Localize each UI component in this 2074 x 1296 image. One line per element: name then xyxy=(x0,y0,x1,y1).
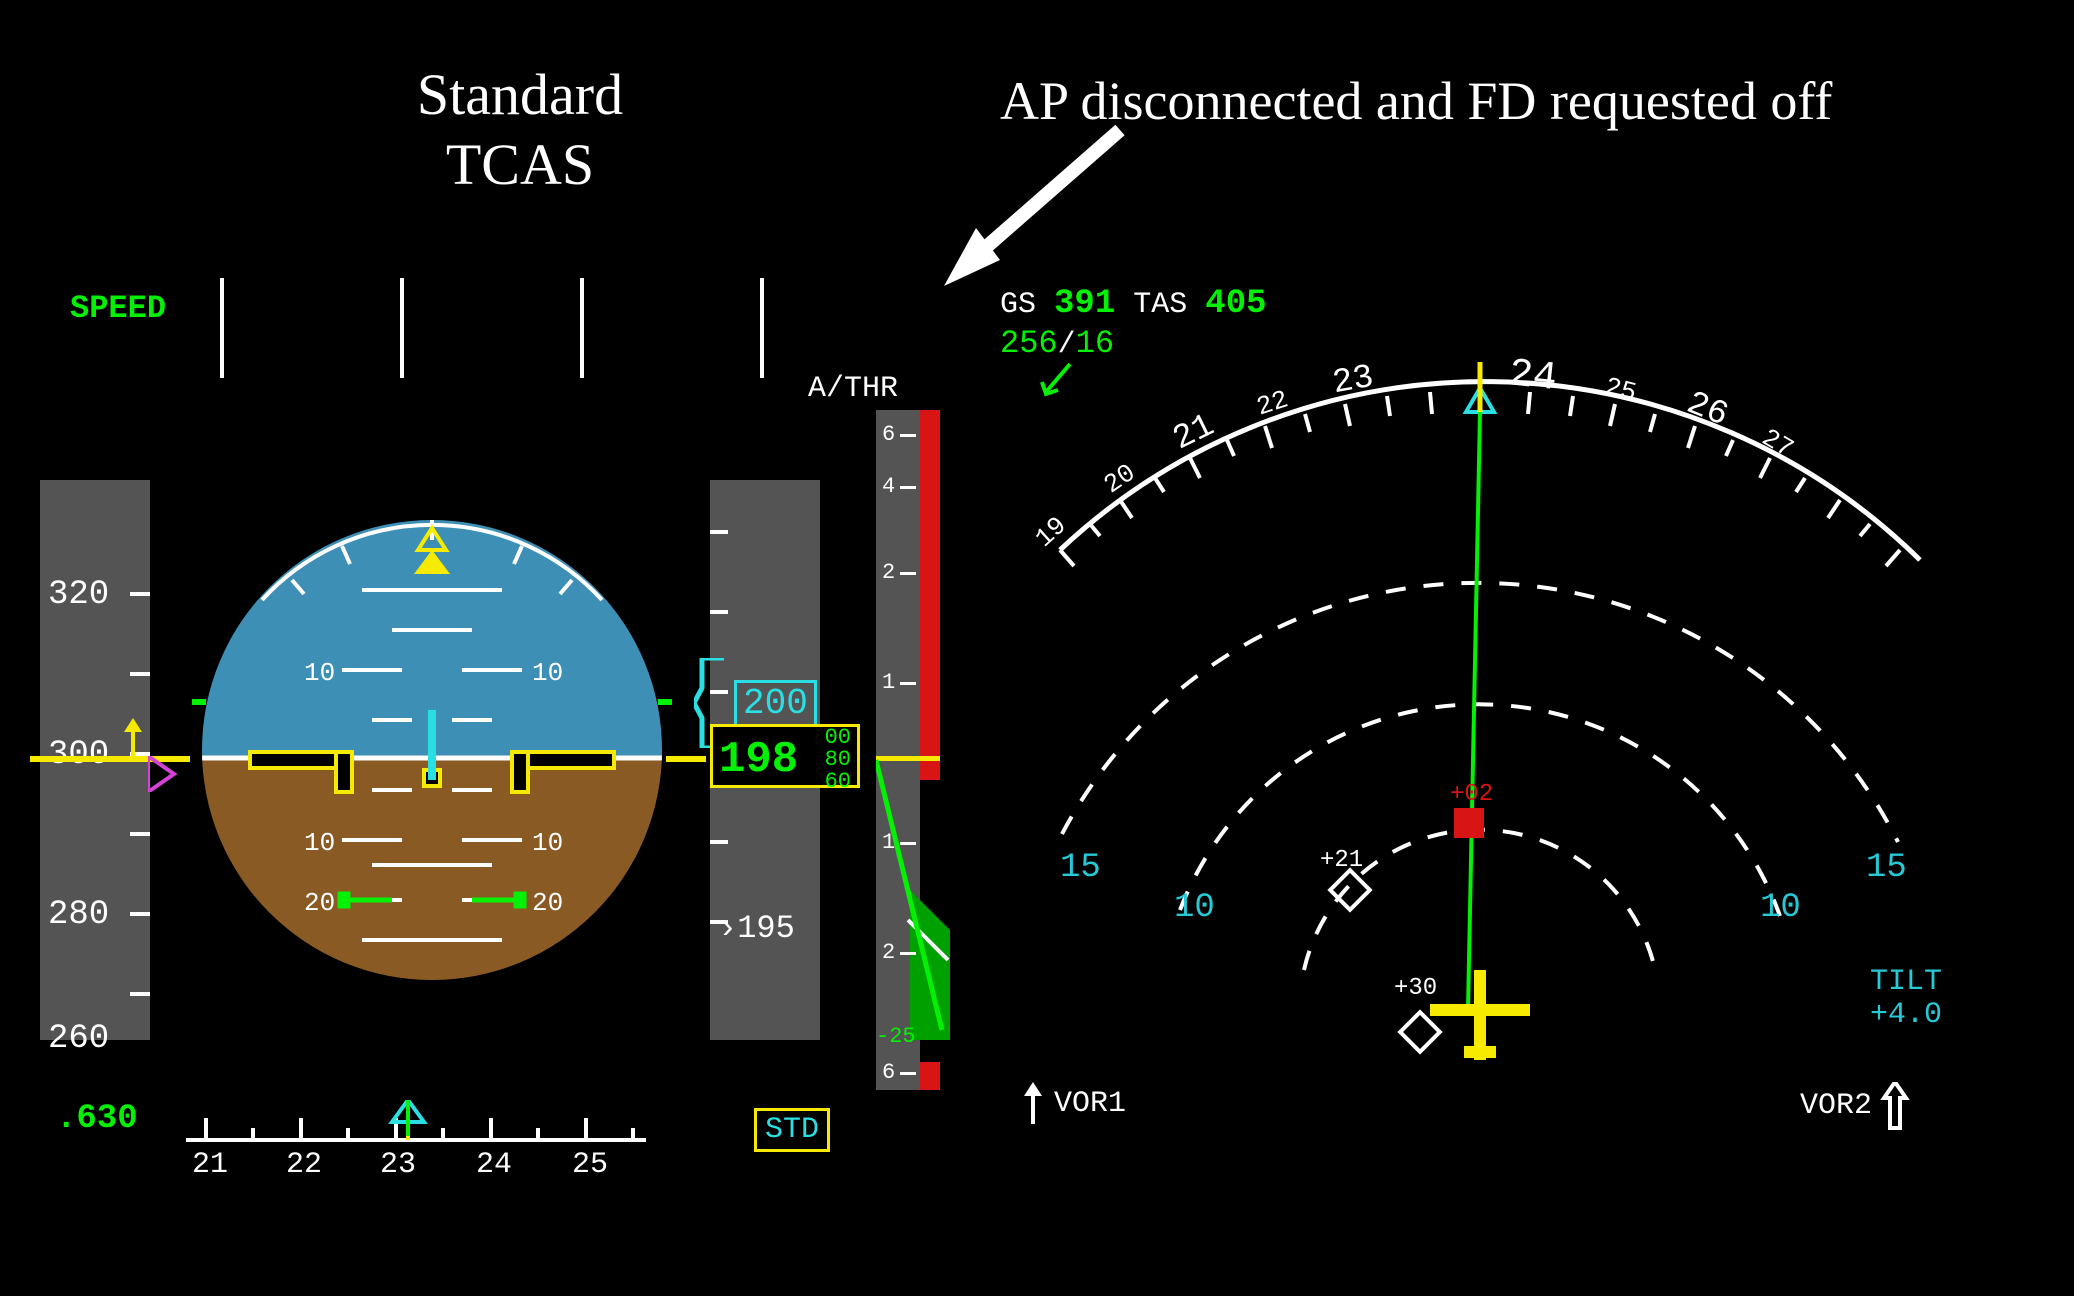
horizon-extension xyxy=(666,756,706,762)
nd-gs-value: 391 xyxy=(1054,285,1115,323)
fma-athr-label: A/THR xyxy=(808,372,898,406)
speed-tick-300: 300 xyxy=(48,736,109,774)
speed-trend-arrow-icon xyxy=(118,718,148,758)
vor2-arrow-icon xyxy=(1880,1082,1910,1130)
fma-dividers xyxy=(220,278,840,378)
attitude-indicator: 10 10 10 10 20 20 xyxy=(192,470,672,1010)
svg-text:10: 10 xyxy=(532,658,563,688)
svg-text:20: 20 xyxy=(304,888,335,918)
svg-text:27: 27 xyxy=(1757,423,1799,465)
speed-tick-260: 260 xyxy=(48,1020,109,1058)
heading-strip: 21 22 23 24 25 xyxy=(186,1100,646,1180)
nd-tilt-value: +4.0 xyxy=(1870,999,1942,1032)
alt-std-label: STD xyxy=(754,1108,830,1152)
nd-gs-label: GS xyxy=(1000,288,1036,322)
svg-text:+30: +30 xyxy=(1394,975,1437,1002)
svg-text:10: 10 xyxy=(532,828,563,858)
alt-tick xyxy=(710,840,728,844)
svg-text:20: 20 xyxy=(532,888,563,918)
nd-vor1: VOR1 xyxy=(1020,1082,1126,1126)
vor1-arrow-icon xyxy=(1020,1082,1046,1126)
title-left-line1: Standard xyxy=(260,60,780,130)
svg-text:25: 25 xyxy=(572,1148,608,1180)
svg-text:10: 10 xyxy=(1760,889,1801,927)
svg-text:10: 10 xyxy=(304,828,335,858)
svg-text:23: 23 xyxy=(380,1148,416,1180)
svg-text:+21: +21 xyxy=(1320,847,1363,874)
speed-tick-mark xyxy=(130,592,150,596)
vsi-red-band2 xyxy=(920,1062,940,1090)
speed-tick-mark xyxy=(130,832,150,836)
alt-tick xyxy=(710,610,728,614)
svg-text:21: 21 xyxy=(1167,407,1220,459)
svg-text:24: 24 xyxy=(476,1148,512,1180)
nd-compass: 19 20 21 22 23 24 25 26 27 15 10 15 10 xyxy=(990,350,1990,1110)
callout-arrow-icon xyxy=(920,120,1140,300)
speed-tick-mark xyxy=(130,912,150,916)
speed-tick-280: 280 xyxy=(48,896,109,934)
svg-text:20: 20 xyxy=(1098,458,1141,500)
svg-text:+02: +02 xyxy=(1450,781,1493,808)
nd-vor2: VOR2 xyxy=(1800,1082,1910,1130)
speed-bug-icon xyxy=(148,756,178,792)
nd-vor2-label: VOR2 xyxy=(1800,1089,1872,1123)
alt-readout-minor-2: 60 xyxy=(825,769,851,794)
speed-mach: .630 xyxy=(56,1100,138,1138)
svg-text:15: 15 xyxy=(1060,849,1101,887)
alt-readout-major: 198 xyxy=(719,735,798,785)
vsi-red-band xyxy=(920,410,940,780)
svg-text:15: 15 xyxy=(1866,849,1907,887)
title-left: Standard TCAS xyxy=(260,60,780,199)
svg-text:25: 25 xyxy=(1602,372,1640,409)
speed-tick-320: 320 xyxy=(48,576,109,614)
nd-tas-value: 405 xyxy=(1205,285,1266,323)
alt-tick-195: ›195 xyxy=(718,910,795,947)
speed-tick-mark xyxy=(130,992,150,996)
svg-text:21: 21 xyxy=(192,1148,228,1180)
nd-tas-label: TAS xyxy=(1133,288,1187,322)
svg-text:24: 24 xyxy=(1507,352,1559,402)
nd-tilt-label: TILT xyxy=(1870,966,1942,999)
svg-text:23: 23 xyxy=(1330,359,1377,404)
fma-speed-label: SPEED xyxy=(70,290,166,327)
svg-text:22: 22 xyxy=(286,1148,322,1180)
vsi-needle-icon xyxy=(876,750,946,1050)
title-left-line2: TCAS xyxy=(260,130,780,200)
speed-tick-mark xyxy=(130,672,150,676)
svg-text:10: 10 xyxy=(304,658,335,688)
svg-text:10: 10 xyxy=(1174,889,1215,927)
nd-vor1-label: VOR1 xyxy=(1054,1087,1126,1121)
nd-tilt: TILT +4.0 xyxy=(1870,966,1942,1032)
alt-readout-box: 198 00 80 60 xyxy=(710,724,860,788)
alt-target: 200 xyxy=(734,680,817,727)
alt-tick xyxy=(710,530,728,534)
